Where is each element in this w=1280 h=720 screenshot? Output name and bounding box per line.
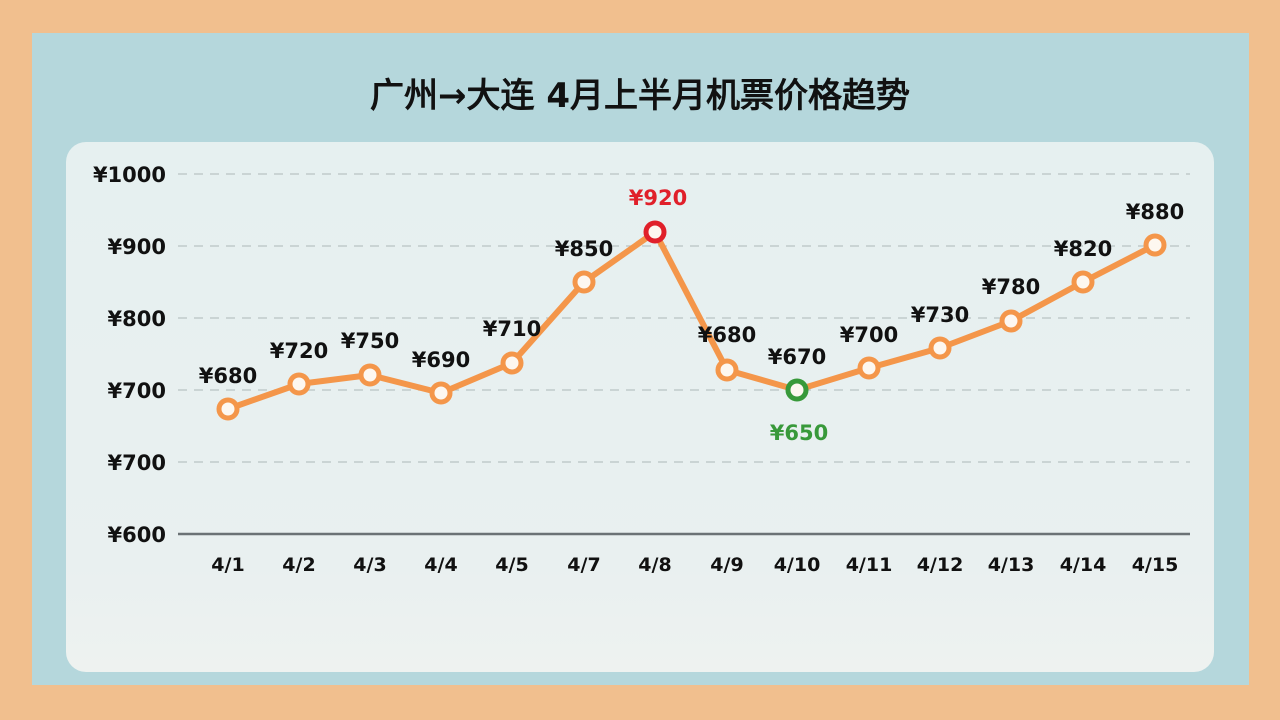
data-point-marker	[358, 363, 382, 387]
data-point-marker	[785, 378, 809, 402]
x-tick-label: 4/2	[282, 554, 315, 576]
data-label: ¥780	[982, 275, 1040, 299]
data-label: ¥690	[412, 348, 470, 372]
y-tick-label: ¥600	[108, 523, 166, 547]
y-tick-label: ¥700	[108, 451, 166, 475]
x-tick-label: 4/11	[846, 554, 893, 576]
data-label: ¥680	[199, 364, 257, 388]
y-tick-label: ¥900	[108, 235, 166, 259]
x-tick-label: 4/4	[424, 554, 457, 576]
y-tick-label: ¥800	[108, 307, 166, 331]
min-price-label: ¥650	[770, 421, 828, 445]
y-tick-label: ¥1000	[93, 163, 166, 187]
data-point-marker	[216, 397, 240, 421]
data-label: ¥730	[911, 303, 969, 327]
x-tick-label: 4/7	[567, 554, 600, 576]
data-label: ¥820	[1054, 237, 1112, 261]
data-label: ¥700	[840, 323, 898, 347]
x-tick-label: 4/12	[917, 554, 964, 576]
data-point-marker	[287, 372, 311, 396]
data-label: ¥880	[1126, 200, 1184, 224]
data-point-marker	[857, 356, 881, 380]
data-label: ¥670	[768, 345, 826, 369]
x-tick-label: 4/14	[1060, 554, 1107, 576]
data-point-marker	[500, 351, 524, 375]
data-label: ¥750	[341, 329, 399, 353]
x-tick-label: 4/10	[774, 554, 821, 576]
y-tick-label: ¥700	[108, 379, 166, 403]
x-tick-label: 4/13	[988, 554, 1035, 576]
data-label: ¥710	[483, 317, 541, 341]
data-point-marker	[572, 270, 596, 294]
max-price-label: ¥920	[629, 186, 687, 210]
price-line	[225, 229, 1158, 412]
x-tick-label: 4/3	[353, 554, 386, 576]
data-point-marker	[1143, 233, 1167, 257]
x-tick-label: 4/8	[638, 554, 671, 576]
chart-panel	[66, 142, 1214, 672]
data-point-marker	[715, 358, 739, 382]
chart-title: 广州→大连 4月上半月机票价格趋势	[370, 76, 910, 116]
data-point-marker	[643, 220, 667, 244]
data-point-marker	[429, 381, 453, 405]
x-tick-label: 4/1	[211, 554, 244, 576]
data-point-marker	[1071, 270, 1095, 294]
x-tick-label: 4/15	[1132, 554, 1179, 576]
data-point-marker	[928, 336, 952, 360]
data-label: ¥720	[270, 339, 328, 363]
data-label: ¥850	[555, 237, 613, 261]
x-tick-label: 4/5	[495, 554, 528, 576]
data-label: ¥680	[698, 323, 756, 347]
data-point-marker	[999, 309, 1023, 333]
x-tick-label: 4/9	[710, 554, 743, 576]
